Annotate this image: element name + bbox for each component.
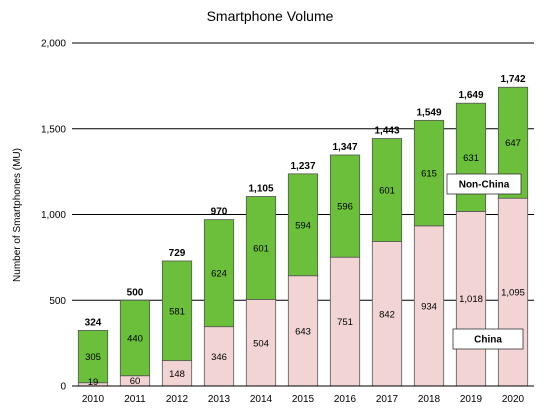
- x-tick-label: 2015: [292, 394, 315, 405]
- x-tick-label: 2011: [124, 394, 146, 405]
- bar-china: [455, 211, 487, 387]
- y-tick-label: 1,500: [41, 124, 66, 135]
- china-value-label: 842: [379, 309, 395, 320]
- x-tick-labels: 2010 2011 2012 2013 2014 2015 2016 2017 2018 2019…: [82, 394, 525, 405]
- bar-non-china: [371, 138, 403, 242]
- non-china-value-label: 440: [127, 333, 143, 344]
- china-value-label: 148: [169, 369, 185, 380]
- non-china-value-label: 594: [295, 220, 311, 231]
- china-value-label: 504: [253, 338, 269, 349]
- non-china-value-label: 631: [463, 153, 479, 164]
- china-value-label: 751: [337, 317, 353, 328]
- x-tick-label: 2016: [334, 394, 357, 405]
- total-label: 1,105: [248, 183, 273, 194]
- bar-group: 148 581 729: [161, 248, 193, 387]
- x-tick-label: 2012: [166, 394, 189, 405]
- legend-entry: Non-China: [446, 173, 522, 195]
- y-tick-label: 500: [49, 296, 66, 307]
- non-china-value-label: 596: [337, 202, 353, 213]
- china-value-label: 1,095: [501, 288, 525, 299]
- bar-non-china: [203, 219, 235, 328]
- y-tick-label: 2,000: [41, 39, 66, 50]
- bar-group: 751 596 1,347: [329, 142, 361, 387]
- bar-non-china: [161, 260, 193, 362]
- bar-china: [203, 326, 235, 387]
- total-label: 1,237: [290, 161, 315, 172]
- total-label: 324: [85, 317, 102, 328]
- bar-china: [287, 275, 319, 387]
- x-tick-label: 2013: [208, 394, 231, 405]
- bar-group: 934 615 1,549: [413, 107, 445, 387]
- x-tick-label: 2017: [376, 394, 399, 405]
- total-label: 500: [127, 287, 144, 298]
- legend-entry: China: [452, 328, 524, 350]
- bar-china: [497, 197, 529, 387]
- total-label: 1,347: [332, 142, 357, 153]
- total-label: 1,742: [500, 74, 525, 85]
- bar-china: [413, 225, 445, 387]
- bar-china: [245, 299, 277, 387]
- bar-group: 346 624 970: [203, 207, 235, 387]
- total-label: 729: [169, 248, 186, 259]
- bar-non-china: [245, 196, 277, 300]
- non-china-value-label: 624: [211, 269, 227, 280]
- bar-group: 643 594 1,237: [287, 161, 319, 387]
- y-tick-labels: 0 500 1,000 1,500 2,000: [41, 39, 66, 393]
- y-tick-label: 1,000: [41, 210, 66, 221]
- bar-group: 504 601 1,105: [245, 183, 277, 387]
- bars: 19 305 324 60 440 500 148 581 729 346 624 970 504 601…: [77, 74, 529, 388]
- bar-china: [329, 256, 361, 387]
- bar-non-china: [413, 119, 445, 227]
- total-label: 970: [211, 207, 228, 218]
- bar-non-china: [119, 299, 151, 377]
- legend-label: China: [474, 335, 502, 346]
- china-value-label: 346: [211, 352, 227, 363]
- china-value-label: 934: [421, 301, 437, 312]
- x-tick-label: 2020: [502, 394, 525, 405]
- non-china-value-label: 581: [169, 306, 185, 317]
- non-china-value-label: 647: [505, 138, 521, 149]
- bar-non-china: [329, 154, 361, 258]
- total-label: 1,443: [374, 126, 399, 137]
- bar-group: 60 440 500: [119, 287, 151, 387]
- legend: Non-China China: [446, 173, 524, 350]
- bar-non-china: [77, 330, 109, 384]
- china-value-label: 643: [295, 326, 311, 337]
- y-axis-label: Number of Smartphones (MU): [12, 148, 23, 282]
- bar-group: 842 601 1,443: [371, 126, 403, 387]
- total-label: 1,549: [416, 107, 441, 118]
- non-china-value-label: 305: [85, 352, 101, 363]
- china-value-label: 60: [130, 376, 141, 387]
- x-tick-label: 2014: [250, 394, 273, 405]
- chart-title: Smartphone Volume: [207, 8, 334, 24]
- non-china-value-label: 601: [379, 186, 395, 197]
- china-value-label: 1,018: [459, 294, 483, 305]
- y-tick-label: 0: [60, 382, 66, 393]
- x-tick-label: 2019: [460, 394, 483, 405]
- x-tick-label: 2010: [82, 394, 105, 405]
- bar-group: 19 305 324: [77, 317, 109, 388]
- total-label: 1,649: [458, 90, 483, 101]
- non-china-value-label: 601: [253, 244, 269, 255]
- legend-label: Non-China: [459, 180, 510, 191]
- non-china-value-label: 615: [421, 169, 437, 180]
- china-value-label: 19: [88, 377, 99, 388]
- bar-non-china: [287, 173, 319, 277]
- x-tick-label: 2018: [418, 394, 441, 405]
